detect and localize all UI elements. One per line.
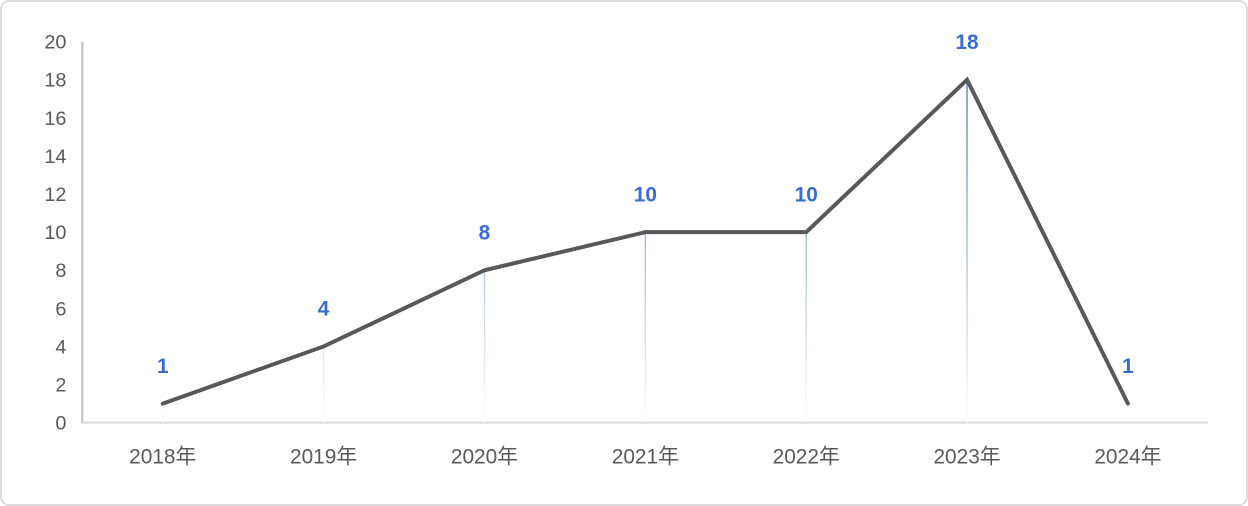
- data-point-label: 1: [1122, 355, 1134, 378]
- data-point-label: 4: [318, 298, 330, 321]
- y-tick-label: 20: [44, 32, 66, 54]
- x-category-label: 2018年: [129, 445, 196, 468]
- data-point-label: 8: [479, 222, 491, 245]
- x-category-label: 2021年: [612, 445, 679, 468]
- x-category-label: 2020年: [451, 445, 518, 468]
- data-point-label: 10: [795, 183, 818, 206]
- data-point-label: 18: [955, 31, 978, 54]
- y-tick-label: 14: [44, 146, 66, 168]
- y-tick-label: 8: [55, 260, 66, 282]
- x-category-label: 2023年: [933, 445, 1000, 468]
- y-tick-label: 16: [44, 108, 66, 130]
- y-tick-label: 4: [55, 336, 66, 358]
- y-tick-label: 0: [55, 413, 66, 435]
- y-tick-label: 2: [55, 374, 66, 396]
- x-category-label: 2024年: [1094, 445, 1161, 468]
- data-point-label: 10: [634, 183, 657, 206]
- y-tick-label: 6: [55, 298, 66, 320]
- y-tick-label: 12: [44, 184, 66, 206]
- data-series-line: [160, 76, 1130, 406]
- x-category-label: 2019年: [290, 445, 357, 468]
- y-tick-label: 10: [44, 222, 66, 244]
- y-tick-label: 18: [44, 70, 66, 92]
- x-category-label: 2022年: [773, 445, 840, 468]
- data-point-label: 1: [157, 355, 169, 378]
